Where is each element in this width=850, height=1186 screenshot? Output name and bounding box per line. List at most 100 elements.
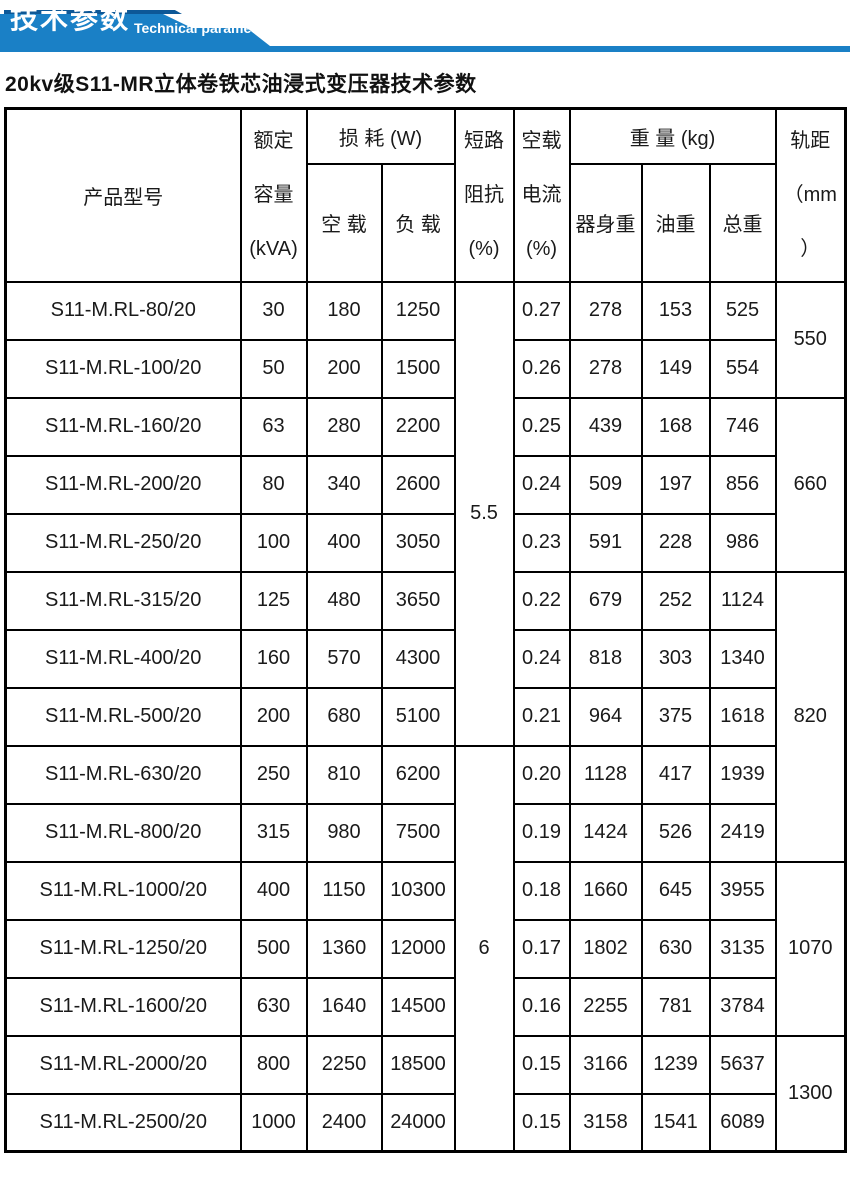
cell-no-load-current: 0.23 xyxy=(512,512,571,573)
cell-gauge-merged: 1070 xyxy=(774,860,847,1037)
cell-total-weight: 3135 xyxy=(708,918,777,979)
cell-body-weight: 278 xyxy=(568,280,643,341)
cell-model: S11-M.RL-2000/20 xyxy=(4,1034,242,1095)
cell-oil-weight: 303 xyxy=(640,628,711,689)
cell-no-load-current: 0.24 xyxy=(512,454,571,515)
cell-no-load-loss: 980 xyxy=(305,802,383,863)
cell-model: S11-M.RL-80/20 xyxy=(4,280,242,341)
cell-body-weight: 818 xyxy=(568,628,643,689)
cell-oil-weight: 645 xyxy=(640,860,711,921)
cell-no-load-loss: 280 xyxy=(305,396,383,457)
cell-no-load-loss: 1360 xyxy=(305,918,383,979)
cell-rated-capacity: 800 xyxy=(239,1034,308,1095)
table-row: S11-M.RL-200/20 80 340 2600 0.24 509 197… xyxy=(4,454,846,515)
table-row: S11-M.RL-1250/20 500 1360 12000 0.17 180… xyxy=(4,918,846,979)
cell-no-load-loss: 400 xyxy=(305,512,383,573)
col-header-no-load-loss: 空 载 xyxy=(305,162,383,283)
table-row: S11-M.RL-800/20 315 980 7500 0.19 1424 5… xyxy=(4,802,846,863)
cell-total-weight: 1124 xyxy=(708,570,777,631)
cell-oil-weight: 1541 xyxy=(640,1092,711,1153)
cell-model: S11-M.RL-200/20 xyxy=(4,454,242,515)
banner-title: 技术参数 xyxy=(10,3,131,34)
cell-oil-weight: 228 xyxy=(640,512,711,573)
col-header-total-weight: 总重 xyxy=(708,162,777,283)
col-header-no-load-current: 空载 电流 (%) xyxy=(512,107,571,283)
cell-total-weight: 6089 xyxy=(708,1092,777,1153)
cell-total-weight: 1618 xyxy=(708,686,777,747)
cell-oil-weight: 781 xyxy=(640,976,711,1037)
col-header-body-weight: 器身重 xyxy=(568,162,643,283)
cell-rated-capacity: 100 xyxy=(239,512,308,573)
cell-body-weight: 1424 xyxy=(568,802,643,863)
cell-model: S11-M.RL-500/20 xyxy=(4,686,242,747)
table-row: S11-M.RL-100/20 50 200 1500 0.26 278 149… xyxy=(4,338,846,399)
cell-model: S11-M.RL-800/20 xyxy=(4,802,242,863)
cell-gauge-merged: 550 xyxy=(774,280,847,399)
col-header-track-gauge: 轨距 （mm ） xyxy=(774,107,847,283)
cell-no-load-current: 0.15 xyxy=(512,1034,571,1095)
technical-parameters-table: 产品型号 额定 容量 (kVA) 损 耗 (W) 短路 阻抗 (%) 空载 电流… xyxy=(4,107,847,1153)
cell-no-load-current: 0.20 xyxy=(512,744,571,805)
cell-oil-weight: 168 xyxy=(640,396,711,457)
cell-rated-capacity: 500 xyxy=(239,918,308,979)
cell-model: S11-M.RL-1000/20 xyxy=(4,860,242,921)
cell-total-weight: 3784 xyxy=(708,976,777,1037)
cell-total-weight: 3955 xyxy=(708,860,777,921)
cell-oil-weight: 197 xyxy=(640,454,711,515)
cell-total-weight: 986 xyxy=(708,512,777,573)
cell-rated-capacity: 250 xyxy=(239,744,308,805)
cell-body-weight: 439 xyxy=(568,396,643,457)
cell-no-load-loss: 1640 xyxy=(305,976,383,1037)
cell-model: S11-M.RL-100/20 xyxy=(4,338,242,399)
cell-oil-weight: 153 xyxy=(640,280,711,341)
cell-load-loss: 10300 xyxy=(380,860,456,921)
cell-total-weight: 856 xyxy=(708,454,777,515)
cell-no-load-current: 0.15 xyxy=(512,1092,571,1153)
col-header-product-model: 产品型号 xyxy=(4,107,242,283)
cell-no-load-current: 0.26 xyxy=(512,338,571,399)
cell-rated-capacity: 125 xyxy=(239,570,308,631)
cell-no-load-current: 0.21 xyxy=(512,686,571,747)
cell-rated-capacity: 50 xyxy=(239,338,308,399)
table-row: S11-M.RL-315/20 125 480 3650 0.22 679 25… xyxy=(4,570,847,863)
cell-no-load-current: 0.17 xyxy=(512,918,571,979)
cell-total-weight: 525 xyxy=(708,280,777,341)
table-row: S11-M.RL-630/20 250 810 6200 6 0.20 1128… xyxy=(4,744,846,1153)
cell-body-weight: 3166 xyxy=(568,1034,643,1095)
cell-model: S11-M.RL-160/20 xyxy=(4,396,242,457)
cell-body-weight: 3158 xyxy=(568,1092,643,1153)
banner-accent-line xyxy=(4,10,182,14)
cell-load-loss: 7500 xyxy=(380,802,456,863)
cell-no-load-current: 0.25 xyxy=(512,396,571,457)
cell-rated-capacity: 315 xyxy=(239,802,308,863)
cell-load-loss: 2200 xyxy=(380,396,456,457)
cell-body-weight: 964 xyxy=(568,686,643,747)
col-header-oil-weight: 油重 xyxy=(640,162,711,283)
cell-total-weight: 5637 xyxy=(708,1034,777,1095)
cell-load-loss: 12000 xyxy=(380,918,456,979)
cell-total-weight: 554 xyxy=(708,338,777,399)
cell-model: S11-M.RL-315/20 xyxy=(4,570,242,631)
cell-load-loss: 4300 xyxy=(380,628,456,689)
cell-no-load-loss: 810 xyxy=(305,744,383,805)
cell-load-loss: 3050 xyxy=(380,512,456,573)
table-row: S11-M.RL-400/20 160 570 4300 0.24 818 30… xyxy=(4,628,846,689)
cell-body-weight: 1128 xyxy=(568,744,643,805)
cell-total-weight: 1939 xyxy=(708,744,777,805)
cell-impedance-merged: 5.5 xyxy=(453,280,515,747)
table-row: S11-M.RL-160/20 63 280 2200 0.25 439 168… xyxy=(4,396,847,573)
header-row-groups: 产品型号 额定 容量 (kVA) 损 耗 (W) 短路 阻抗 (%) 空载 电流… xyxy=(4,107,847,283)
cell-model: S11-M.RL-1600/20 xyxy=(4,976,242,1037)
cell-no-load-current: 0.16 xyxy=(512,976,571,1037)
table-row: S11-M.RL-2000/20 800 2250 18500 0.15 316… xyxy=(4,1034,847,1153)
cell-oil-weight: 630 xyxy=(640,918,711,979)
cell-body-weight: 278 xyxy=(568,338,643,399)
cell-model: S11-M.RL-400/20 xyxy=(4,628,242,689)
cell-load-loss: 6200 xyxy=(380,744,456,805)
cell-rated-capacity: 80 xyxy=(239,454,308,515)
cell-no-load-loss: 340 xyxy=(305,454,383,515)
cell-rated-capacity: 630 xyxy=(239,976,308,1037)
cell-body-weight: 509 xyxy=(568,454,643,515)
cell-body-weight: 1802 xyxy=(568,918,643,979)
cell-no-load-loss: 680 xyxy=(305,686,383,747)
